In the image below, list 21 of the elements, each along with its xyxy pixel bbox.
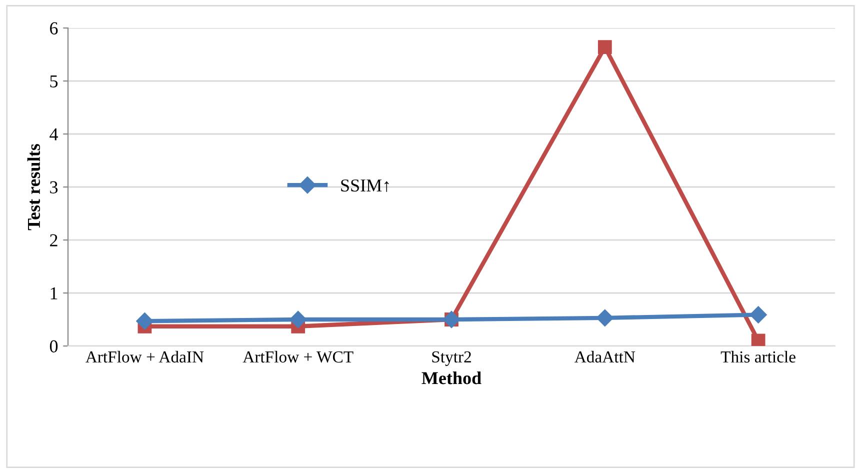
- y-tick-label: 3: [50, 181, 58, 194]
- y-tick-label: 0: [50, 340, 58, 352]
- point: [750, 306, 767, 324]
- x-tick-label: This article: [720, 350, 796, 363]
- point: [751, 334, 766, 346]
- y-tick-label: 4: [50, 128, 58, 140]
- x-tick-label: AdaAttN: [574, 350, 636, 363]
- y-tick-label: 1: [50, 287, 58, 300]
- y-tick-label: 6: [50, 22, 58, 34]
- point: [290, 310, 307, 328]
- x-axis-title: Method: [422, 372, 482, 384]
- point: [598, 40, 612, 54]
- y-axis-title: Test results: [27, 144, 40, 230]
- point: [596, 309, 614, 326]
- legend-label: SSIM↑: [341, 179, 389, 192]
- x-tick-label: Stytr2: [432, 351, 471, 366]
- x-tick-label: ArtFlow + AdaIN: [86, 350, 204, 363]
- y-tick-label: 5: [50, 75, 58, 88]
- y-tick-label: 2: [50, 234, 58, 246]
- point: [136, 312, 154, 330]
- x-tick-label: ArtFlow + WCT: [242, 350, 354, 363]
